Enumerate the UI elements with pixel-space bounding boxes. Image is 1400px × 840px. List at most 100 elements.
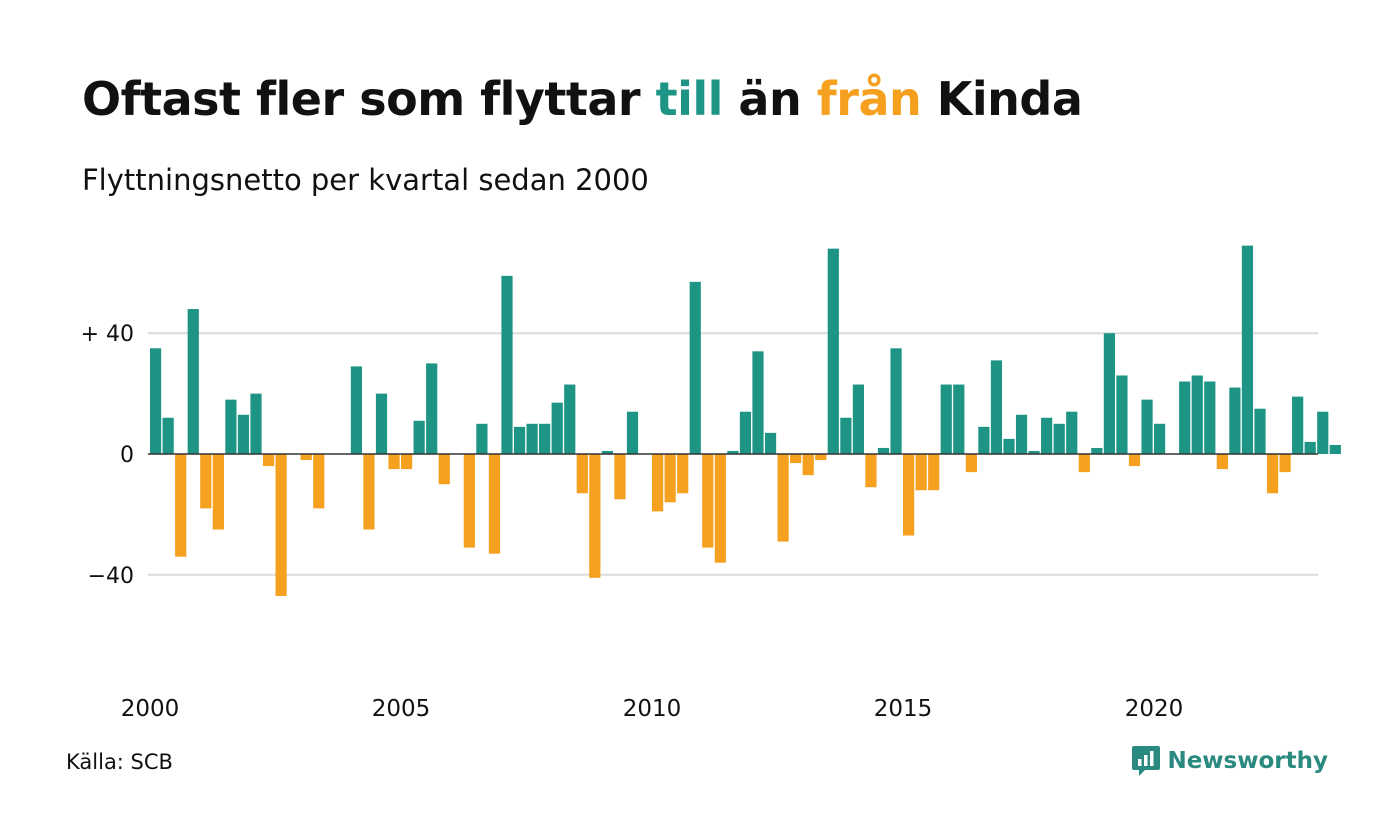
bar-negative xyxy=(702,454,714,548)
bar-negative xyxy=(928,454,940,491)
bar-positive xyxy=(890,348,902,454)
bar-negative xyxy=(275,454,287,596)
bar-positive xyxy=(413,420,425,454)
bar-positive xyxy=(1091,447,1103,454)
bar-chart: + 40 0 −40 2000 2005 2010 2015 2020 xyxy=(81,245,1341,722)
y-tick-label: 0 xyxy=(120,443,134,468)
bar-negative xyxy=(677,454,689,494)
bar-positive xyxy=(225,399,237,454)
bar-positive xyxy=(852,384,864,454)
bar-positive xyxy=(1053,423,1065,454)
bar-positive xyxy=(513,426,526,454)
bar-positive xyxy=(1116,375,1128,454)
bar-negative xyxy=(262,454,275,467)
bar-positive xyxy=(990,360,1003,454)
bar-positive xyxy=(564,384,576,454)
bar-negative xyxy=(1078,454,1090,473)
bar-negative xyxy=(1266,454,1279,494)
bar-positive xyxy=(840,417,852,454)
bar-positive xyxy=(752,351,764,454)
bar-negative xyxy=(790,454,802,464)
bar-positive xyxy=(237,414,250,454)
bar-positive xyxy=(476,423,488,454)
bar-positive xyxy=(1003,438,1015,454)
bar-positive xyxy=(375,393,388,454)
x-tick-label: 2005 xyxy=(372,696,431,722)
bar-negative xyxy=(589,454,601,578)
bar-positive xyxy=(1041,417,1053,454)
bar-negative xyxy=(438,454,450,485)
bar-negative xyxy=(802,454,814,476)
bar-negative xyxy=(1216,454,1228,470)
source-note: Källa: SCB xyxy=(66,750,173,774)
bar-positive xyxy=(526,423,538,454)
bar-positive xyxy=(1179,381,1191,454)
bar-negative xyxy=(488,454,501,554)
bar-positive xyxy=(727,450,739,454)
bar-positive xyxy=(250,393,262,454)
bar-positive xyxy=(601,450,613,454)
bar-positive xyxy=(551,402,563,454)
x-tick-label: 2010 xyxy=(623,696,682,722)
x-tick-label: 2015 xyxy=(874,696,933,722)
x-tick-label: 2020 xyxy=(1125,696,1184,722)
bar-positive xyxy=(1241,245,1254,454)
bar-negative xyxy=(903,454,915,536)
bar-positive xyxy=(1028,450,1040,454)
bar-negative xyxy=(401,454,413,470)
bar-positive xyxy=(1229,387,1241,454)
bar-positive xyxy=(501,275,513,454)
bar-negative xyxy=(1279,454,1291,473)
bar-positive xyxy=(940,384,952,454)
bar-negative xyxy=(463,454,475,548)
bar-negative xyxy=(777,454,789,542)
bar-positive xyxy=(626,411,639,454)
bar-positive xyxy=(1154,423,1166,454)
brand-name: Newsworthy xyxy=(1167,748,1328,774)
axis-layer: + 40 0 −40 2000 2005 2010 2015 2020 xyxy=(81,322,1318,722)
bar-positive xyxy=(1254,408,1266,454)
bar-positive xyxy=(162,417,174,454)
bar-positive xyxy=(350,366,362,454)
bar-negative xyxy=(576,454,588,494)
bar-negative xyxy=(212,454,224,530)
bar-positive xyxy=(187,309,199,454)
bar-positive xyxy=(1304,441,1316,454)
title-part-2: än xyxy=(722,72,817,126)
bar-positive xyxy=(1204,381,1216,454)
bar-positive xyxy=(1015,414,1028,454)
chart-title: Oftast fler som flyttar till än från Kin… xyxy=(82,72,1083,126)
bar-positive xyxy=(539,423,551,454)
bar-negative xyxy=(965,454,977,473)
x-tick-label: 2000 xyxy=(121,696,180,722)
bar-positive xyxy=(827,248,839,454)
bar-negative xyxy=(200,454,212,509)
bar-positive xyxy=(689,281,701,454)
y-tick-label: −40 xyxy=(88,564,134,589)
bar-negative xyxy=(175,454,187,557)
bar-negative xyxy=(363,454,375,530)
bar-negative xyxy=(614,454,626,500)
bars-layer xyxy=(150,245,1341,596)
bar-positive xyxy=(764,432,777,454)
bar-negative xyxy=(388,454,400,470)
bar-negative xyxy=(865,454,877,488)
title-part-1: Oftast fler som flyttar xyxy=(82,72,656,126)
bar-positive xyxy=(426,363,438,454)
bar-negative xyxy=(652,454,664,512)
bar-positive xyxy=(1329,444,1341,454)
chart-subtitle: Flyttningsnetto per kvartal sedan 2000 xyxy=(82,163,649,197)
bar-positive xyxy=(150,348,162,454)
bar-negative xyxy=(714,454,726,563)
bar-positive xyxy=(1191,375,1203,454)
title-highlight-till: till xyxy=(655,72,724,126)
title-part-3: Kinda xyxy=(921,72,1083,126)
bar-positive xyxy=(1103,333,1115,454)
title-highlight-fran: från xyxy=(816,72,922,126)
bar-negative xyxy=(1128,454,1141,467)
bar-negative xyxy=(915,454,927,491)
bar-positive xyxy=(978,426,990,454)
bar-positive xyxy=(739,411,752,454)
bar-positive xyxy=(1292,396,1304,454)
newsworthy-brand: Newsworthy xyxy=(1131,744,1328,778)
